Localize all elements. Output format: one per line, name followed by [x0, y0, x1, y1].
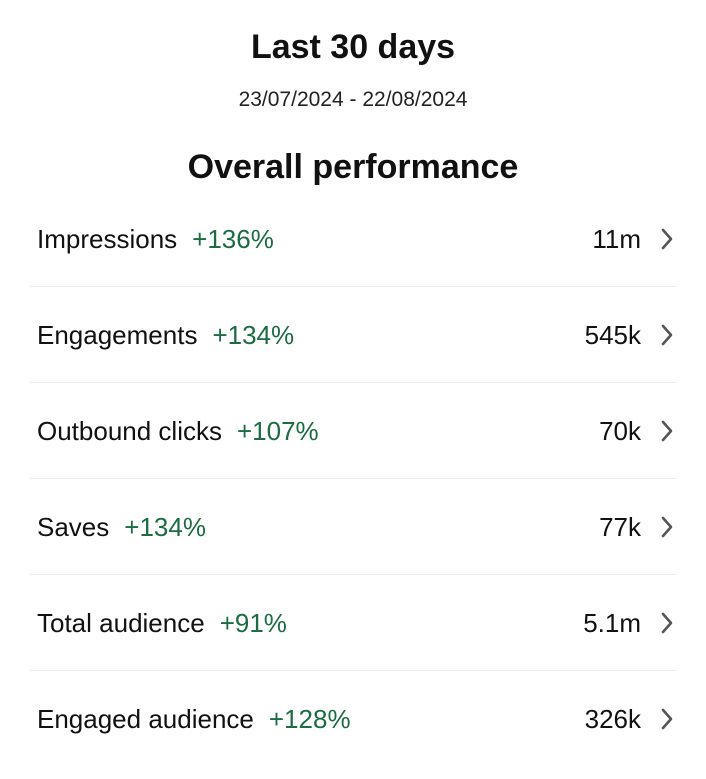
metric-change: +128%: [268, 704, 351, 734]
metric-change: +134%: [212, 319, 295, 350]
metric-change: +91%: [219, 607, 287, 638]
metric-row-outbound-clicks[interactable]: Outbound clicks +107% 70k: [29, 383, 677, 479]
page-title: Last 30 days: [250, 28, 456, 66]
section-title: Overall performance: [187, 148, 519, 186]
chevron-right-icon: [659, 515, 675, 539]
metric-change: +107%: [236, 415, 319, 446]
metric-row-engagements[interactable]: Engagements +134% 545k: [29, 287, 677, 383]
metric-label: Impressions: [37, 223, 178, 254]
metrics-list: Impressions +136% 11m Engagements +134% …: [29, 191, 677, 767]
metric-row-impressions[interactable]: Impressions +136% 11m: [29, 191, 677, 287]
metric-value: 5.1m: [583, 607, 641, 638]
chevron-right-icon: [659, 419, 675, 443]
metric-value: 11m: [592, 223, 641, 254]
metric-row-saves[interactable]: Saves +134% 77k: [29, 479, 677, 575]
date-range: 23/07/2024 - 22/08/2024: [238, 88, 468, 111]
chevron-right-icon: [659, 611, 675, 635]
chevron-right-icon: [659, 227, 675, 251]
metric-label: Total audience: [37, 607, 205, 638]
metric-change: +134%: [124, 511, 206, 542]
metric-label: Engaged audience: [37, 704, 254, 734]
metric-value: 326k: [584, 704, 641, 734]
chevron-right-icon: [659, 707, 675, 731]
metric-value: 70k: [599, 415, 641, 446]
metric-label: Outbound clicks: [37, 415, 222, 446]
chevron-right-icon: [659, 323, 675, 347]
metric-label: Saves: [37, 511, 110, 542]
metric-change: +136%: [192, 223, 274, 254]
metric-row-total-audience[interactable]: Total audience +91% 5.1m: [29, 575, 677, 671]
metric-row-engaged-audience[interactable]: Engaged audience +128% 326k: [29, 671, 677, 767]
metric-value: 77k: [599, 511, 641, 542]
metric-label: Engagements: [37, 319, 198, 350]
metric-value: 545k: [584, 319, 641, 350]
